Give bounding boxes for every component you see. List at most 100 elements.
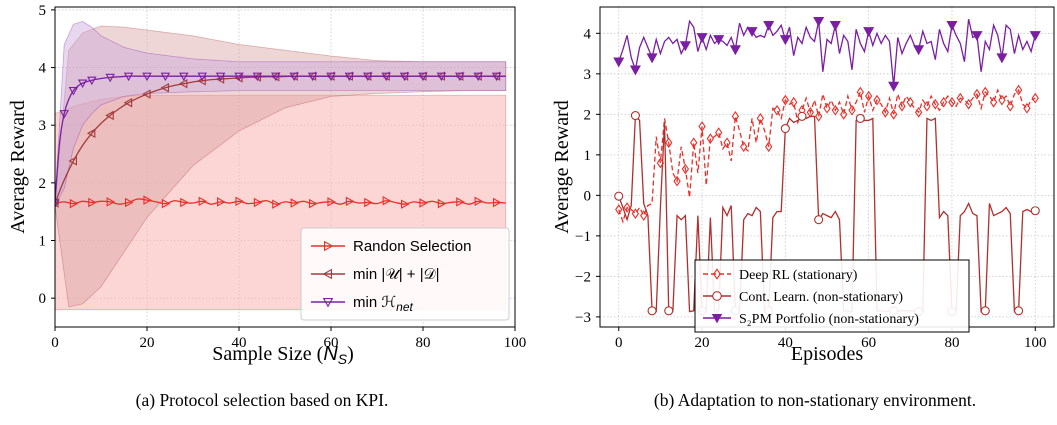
- panel-a-point-2: [197, 72, 207, 82]
- panel-a-point-0: [180, 197, 189, 208]
- panel-a-y-tick-label: 4: [39, 61, 47, 77]
- panel-b-point-1: [814, 215, 824, 225]
- panel-a-ticks: 0 20 40 60 80 100 0 1 2 3 4 5: [39, 3, 527, 351]
- panel-b-x-tick-label: 0: [615, 335, 623, 351]
- panel-b-point-0: [864, 90, 873, 102]
- panel-b-point-0: [973, 88, 981, 100]
- panel-b-point-2: [779, 35, 791, 46]
- panel-b-point-0: [631, 208, 640, 219]
- panel-b-point-0: [806, 106, 815, 118]
- panel-a-point-1: [68, 156, 77, 166]
- panel-b-x-tick-label: 100: [1024, 335, 1047, 351]
- panel-a-band-1: [55, 25, 507, 308]
- panel-b-legend-marker-0: [713, 268, 721, 280]
- panel-a-point-2: [473, 72, 483, 82]
- panel-a-point-0: [474, 196, 484, 207]
- panel-b-series-lines: [613, 16, 1041, 317]
- panel-b-point-0: [873, 94, 881, 106]
- panel-b-point-0: [781, 94, 790, 106]
- panel-a-point-0: [327, 197, 336, 207]
- panel-b-point-0: [690, 137, 698, 149]
- panel-b-point-0: [640, 210, 648, 221]
- panel-a-point-0: [253, 197, 263, 208]
- panel-b-y-tick-label: 3: [584, 67, 592, 83]
- panel-a-y-tick-label: 0: [39, 291, 47, 307]
- panel-b-point-0: [914, 106, 923, 118]
- panel-a-legend-label-0: Randon Selection: [353, 238, 471, 255]
- panel-a-point-2: [59, 110, 69, 119]
- panel-b-legend-label-1: Cont. Learn. (non-stationary): [739, 290, 903, 305]
- panel-b-y-tick-label: 0: [584, 188, 592, 204]
- panel-a-x-tick-label: 40: [232, 335, 247, 351]
- panel-a-point-0: [198, 196, 208, 207]
- panel-a-legend-label-2: min ℋnet: [353, 294, 414, 314]
- panel-b-point-2: [829, 20, 841, 31]
- panel-a-point-0: [161, 198, 171, 209]
- panel-b-point-1: [1030, 206, 1040, 216]
- panel-a-point-0: [345, 196, 355, 207]
- panel-a-point-0: [382, 195, 392, 206]
- panel-a-point-2: [87, 76, 97, 86]
- panel-b-point-0: [740, 141, 748, 153]
- panel-b-point-0: [681, 163, 690, 175]
- panel-b-point-0: [889, 108, 898, 120]
- panel-a-point-2: [179, 72, 189, 82]
- panel-b-x-tick-label: 20: [695, 335, 710, 351]
- panel-b-point-0: [848, 104, 856, 116]
- panel-a-y-tick-label: 1: [39, 234, 47, 250]
- panel-b-legend-label-2: S₂PM Portfolio (non-stationary): [739, 312, 919, 327]
- panel-b-y-tick-label: −2: [575, 269, 591, 285]
- panel-b-y-tick-label: 1: [584, 148, 592, 164]
- panel-b-point-0: [1031, 92, 1039, 104]
- panel-b-x-tick-label: 40: [778, 335, 793, 351]
- panel-b-y-axis-title: Average Reward: [551, 100, 573, 233]
- panel-b-point-0: [831, 104, 839, 116]
- panel-a-point-2: [77, 79, 88, 89]
- panel-a-point-2: [289, 72, 299, 82]
- panel-a-point-1: [142, 89, 151, 99]
- panel-a-point-0: [456, 197, 465, 207]
- panel-b-point-0: [898, 100, 906, 112]
- panel-b-point-0: [1014, 84, 1023, 96]
- panel-a-band-2: [55, 20, 507, 207]
- panel-a-y-axis-title: Average Reward: [7, 100, 29, 233]
- panel-a-legend-box: [300, 227, 510, 321]
- panel-a-point-0: [69, 198, 79, 209]
- panel-b-point-0: [956, 92, 964, 104]
- panel-a-y-tick-label: 5: [39, 3, 47, 19]
- panel-a-point-2: [455, 72, 465, 82]
- panel-b-point-1: [797, 111, 807, 121]
- panel-a-point-2: [105, 73, 115, 83]
- panel-a-point-0: [106, 197, 116, 207]
- panel-b-y-tick-label: −1: [575, 229, 591, 245]
- panel-a-point-2: [491, 72, 502, 82]
- panel-a-point-2: [123, 72, 134, 82]
- panel-a-legend-label-1: min |𝒰| + |𝒟|: [353, 266, 440, 283]
- panel-b-point-2: [713, 35, 725, 46]
- panel-b-point-2: [1029, 31, 1041, 42]
- panel-b-point-2: [888, 81, 900, 92]
- panel-b-point-0: [698, 121, 706, 132]
- panel-b-point-0: [1023, 102, 1031, 114]
- panel-b-point-0: [715, 127, 723, 138]
- panel-b-point-0: [706, 133, 715, 145]
- panel-a-point-0: [401, 199, 410, 209]
- panel-b-legend-label-0: Deep RL (stationary): [739, 268, 858, 283]
- panel-b-point-2: [863, 27, 875, 38]
- panel-b-point-1: [1014, 306, 1024, 316]
- panel-b-point-2: [746, 27, 758, 38]
- panel-b-series-line-2: [618, 19, 1036, 87]
- panel-a-point-0: [309, 198, 318, 209]
- panel-a-legend-marker-0: [324, 240, 334, 252]
- panel-a-point-2: [381, 72, 391, 82]
- panel-b-point-0: [939, 96, 948, 108]
- panel-b-point-0: [948, 96, 956, 108]
- panel-b-point-2: [729, 45, 741, 56]
- panel-a-point-1: [215, 74, 225, 84]
- panel-a-point-0: [125, 197, 134, 208]
- panel-a-point-2: [307, 72, 318, 82]
- panel-a-point-1: [123, 97, 133, 108]
- panel-a-point-2: [215, 72, 226, 82]
- panel-a-y-tick-label: 2: [39, 176, 47, 192]
